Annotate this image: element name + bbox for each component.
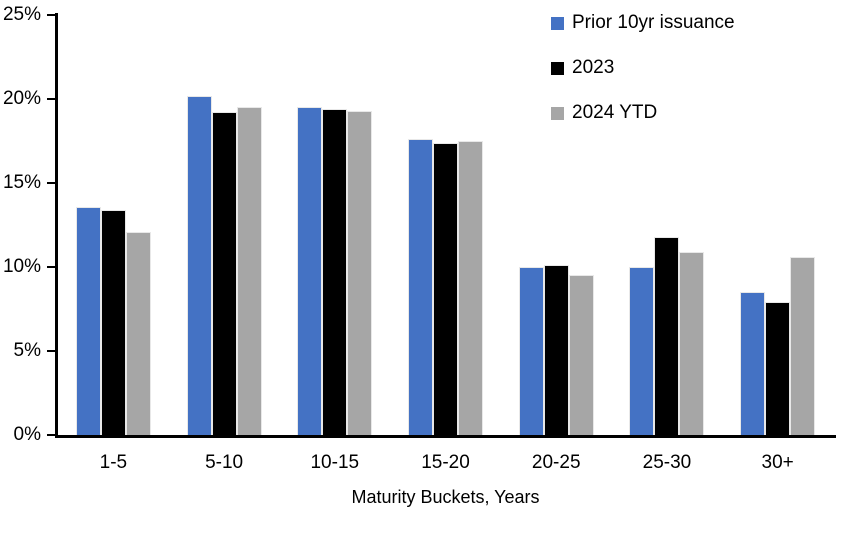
bar-2024-ytd-10-15 [347, 110, 373, 435]
y-tick-label: 10% [2, 256, 41, 277]
y-tick-label: 15% [2, 172, 41, 193]
legend-swatch-icon [551, 106, 564, 120]
bar-2024-ytd-5-10 [236, 107, 262, 435]
y-tick-label: 20% [2, 88, 41, 109]
legend-label: Prior 10yr issuance [572, 12, 735, 33]
bar-group-20-25 [501, 15, 612, 435]
y-tick-label: 0% [13, 424, 41, 445]
bar-2024-ytd-30+ [790, 256, 816, 435]
y-tick-label: 5% [13, 340, 41, 361]
bar-2023-20-25 [543, 265, 569, 435]
y-tick-label: 25% [2, 4, 41, 25]
x-axis-labels: 1-5 5-10 10-15 15-20 20-25 25-30 30+ [58, 451, 833, 475]
legend-item-prior-10yr-issuance: Prior 10yr issuance [551, 12, 735, 33]
bar-prior-10yr-issuance-20-25 [518, 267, 544, 435]
bar-2023-5-10 [211, 112, 237, 435]
bar-prior-10yr-issuance-10-15 [297, 107, 323, 435]
legend-item-2024-ytd: 2024 YTD [551, 102, 735, 123]
legend-item-2023: 2023 [551, 57, 735, 78]
bar-group-25-30 [612, 15, 723, 435]
bar-group-30+ [722, 15, 833, 435]
y-tick-mark [47, 98, 55, 100]
bar-2024-ytd-1-5 [125, 231, 151, 435]
x-tick-label: 5-10 [205, 452, 244, 473]
x-tick-label: 20-25 [531, 452, 581, 473]
bar-2023-25-30 [654, 236, 680, 435]
x-tick-label: 25-30 [642, 452, 692, 473]
bar-2023-30+ [765, 302, 791, 435]
plot-area [58, 15, 833, 435]
legend-swatch-icon [551, 16, 564, 30]
y-tick-mark [47, 266, 55, 268]
bar-2024-ytd-15-20 [458, 141, 484, 435]
y-tick-mark [47, 14, 55, 16]
bar-prior-10yr-issuance-30+ [740, 292, 766, 435]
bar-prior-10yr-issuance-15-20 [408, 139, 434, 435]
y-tick-mark [47, 434, 55, 436]
bar-group-5-10 [169, 15, 280, 435]
bar-2023-15-20 [433, 142, 459, 435]
x-tick-label: 15-20 [421, 452, 470, 473]
bar-2023-1-5 [100, 209, 126, 435]
bar-prior-10yr-issuance-25-30 [629, 267, 655, 435]
legend-swatch-icon [551, 61, 564, 75]
bar-group-10-15 [279, 15, 390, 435]
bar-group-1-5 [58, 15, 169, 435]
bar-prior-10yr-issuance-1-5 [75, 206, 101, 435]
legend: Prior 10yr issuance 2023 2024 YTD [551, 12, 735, 148]
bar-2023-10-15 [322, 109, 348, 435]
legend-label: 2024 YTD [572, 102, 658, 123]
y-axis-line [55, 13, 58, 438]
bar-2024-ytd-20-25 [568, 275, 594, 435]
bar-prior-10yr-issuance-5-10 [186, 95, 212, 435]
y-axis: 0% 5% 10% 15% 20% 25% [0, 5, 55, 445]
x-tick-label: 10-15 [310, 452, 360, 473]
x-axis-line [55, 435, 836, 438]
legend-label: 2023 [572, 57, 615, 78]
y-tick-mark [47, 182, 55, 184]
y-tick-mark [47, 350, 55, 352]
x-tick-label: 1-5 [99, 452, 128, 473]
bar-2024-ytd-25-30 [679, 251, 705, 435]
x-axis-title: Maturity Buckets, Years [351, 487, 540, 507]
x-tick-label: 30+ [761, 452, 794, 473]
bar-group-15-20 [390, 15, 501, 435]
